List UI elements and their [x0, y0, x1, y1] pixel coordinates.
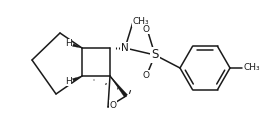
Text: CH₃: CH₃ [244, 63, 260, 72]
Text: H: H [65, 40, 71, 49]
Text: O: O [143, 24, 150, 34]
Text: S: S [151, 49, 159, 61]
Polygon shape [72, 76, 82, 81]
Text: O: O [143, 71, 150, 79]
Text: O: O [110, 100, 116, 109]
Text: N: N [121, 43, 129, 53]
Text: H: H [65, 77, 71, 86]
Text: CH₃: CH₃ [133, 18, 149, 26]
Polygon shape [110, 76, 127, 97]
Polygon shape [73, 44, 82, 48]
